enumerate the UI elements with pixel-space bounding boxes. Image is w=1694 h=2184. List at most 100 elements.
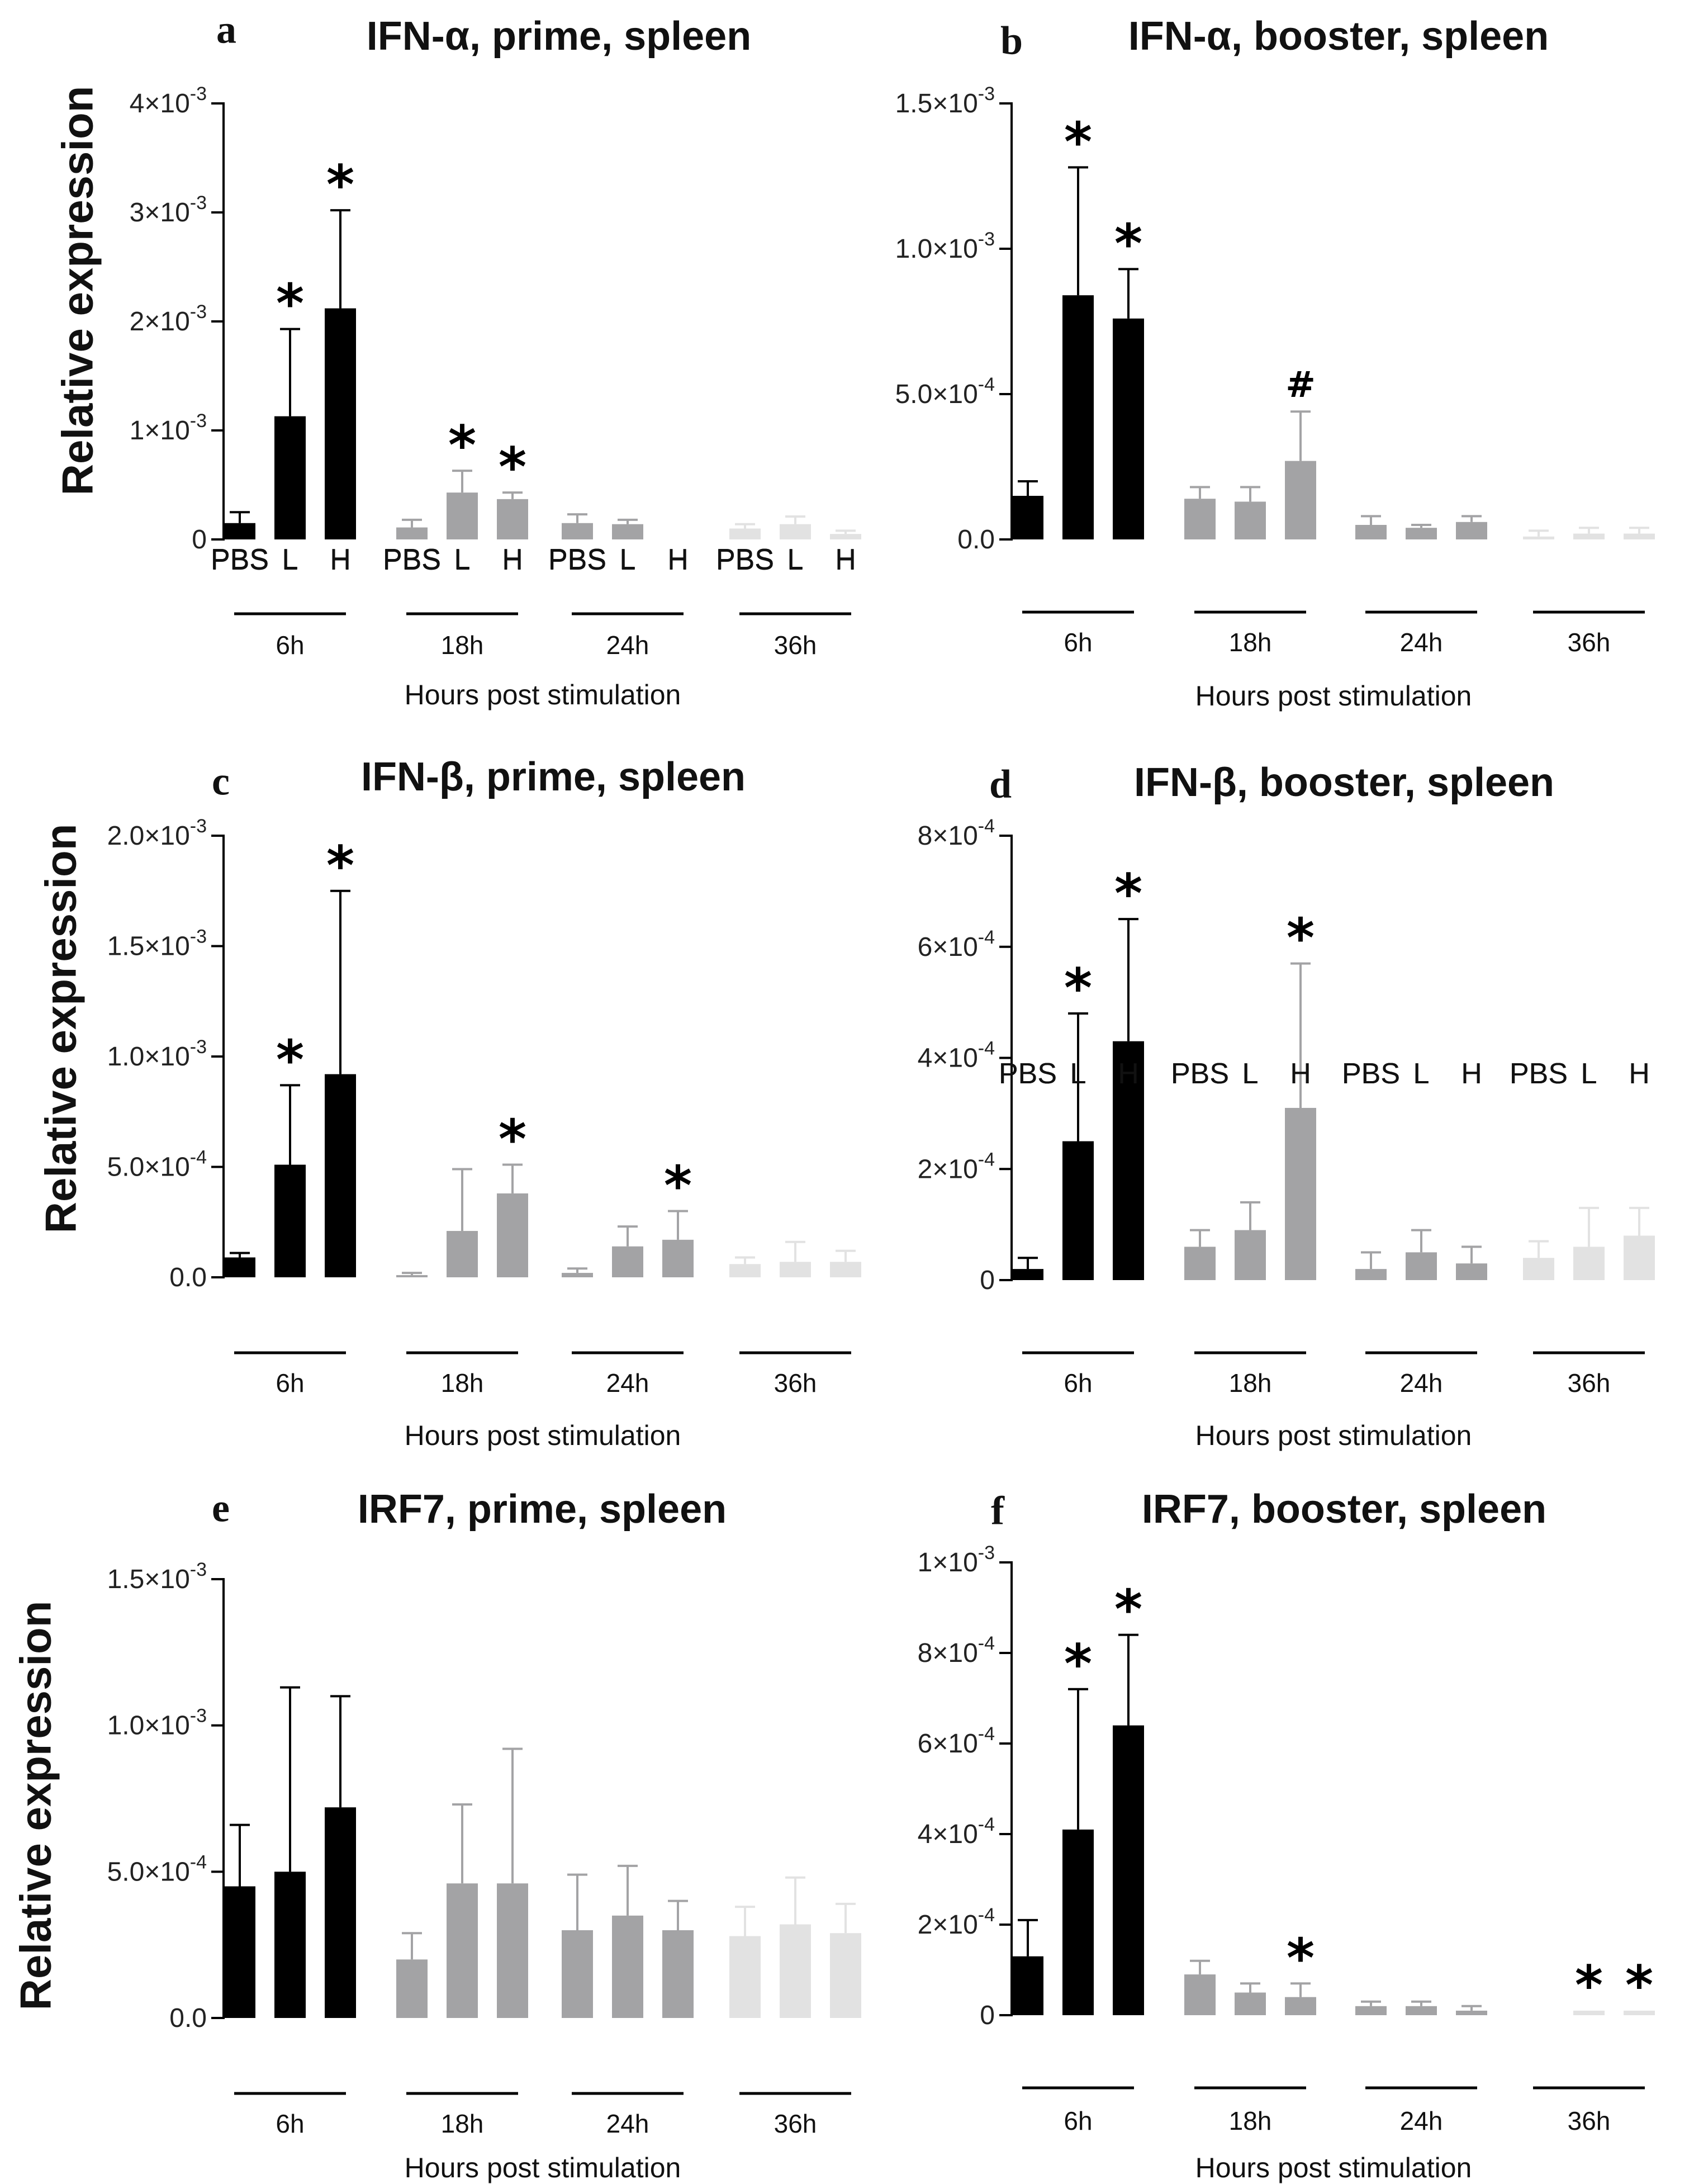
x-axis-title: Hours post stimulation — [1195, 1420, 1472, 1451]
x-tick-label-l: L — [1581, 1058, 1597, 1090]
y-tick-label: 3×10-3 — [130, 192, 207, 228]
bar-18h-l — [1235, 1992, 1266, 2015]
bar-36h-pbs — [729, 1936, 761, 2018]
bar-6h-l — [274, 1164, 306, 1277]
x-tick-label-l: L — [282, 543, 298, 576]
x-tick-label-l: L — [1242, 1058, 1259, 1090]
panel-a: a IFN-α, prime, spleen Relative expression… — [53, 7, 861, 710]
significance-star: * — [1625, 1954, 1653, 2017]
x-axis-title: Hours post stimulation — [405, 2152, 681, 2183]
x-tick-label-h: H — [502, 543, 523, 576]
bar-6h-h — [1113, 318, 1144, 539]
significance-star: * — [326, 154, 354, 216]
bar-6h-h — [1113, 1725, 1144, 2015]
x-tick-label-pbs: PBS — [1342, 1058, 1400, 1090]
x-tick-label-h: H — [835, 543, 856, 576]
x-tick-label-l: L — [1070, 1058, 1086, 1090]
bar-18h-pbs — [1184, 1974, 1216, 2015]
panel-d: d IFN-β, booster, spleen02×10-44×10-46×10… — [918, 760, 1655, 1451]
bar-36h-pbs — [1523, 1258, 1554, 1280]
y-tick-base: 1.0×10 — [895, 234, 978, 264]
x-tick-label-pbs: PBS — [548, 543, 606, 576]
group-label-6h: 6h — [276, 1368, 304, 1397]
group-label-18h: 18h — [441, 2109, 484, 2138]
bar-36h-pbs — [729, 528, 761, 539]
significance-star: * — [499, 436, 526, 499]
panel-c: c IFN-β, prime, spleen Relative expression… — [36, 543, 861, 1451]
panel-e: e IRF7, prime, spleen Relative expression 0… — [11, 543, 861, 2183]
x-tick-label-h: H — [1118, 1058, 1139, 1090]
y-tick-exponent: -4 — [978, 1814, 995, 1835]
y-tick-base: 0 — [192, 525, 207, 555]
bar-24h-h — [1456, 522, 1487, 539]
group-label-24h: 24h — [606, 2109, 649, 2138]
y-tick-label: 1.0×10-3 — [107, 1705, 207, 1741]
y-tick-exponent: -4 — [978, 927, 995, 948]
y-tick-exponent: -4 — [978, 1038, 995, 1059]
bar-6h-pbs — [1012, 1956, 1043, 2015]
x-tick-label-h: H — [1629, 1058, 1650, 1090]
significance-star: * — [1064, 957, 1092, 1020]
x-tick-label-h: H — [1461, 1058, 1482, 1090]
y-tick-label: 1×10-3 — [918, 1542, 995, 1577]
x-tick-label-pbs: PBS — [999, 1058, 1057, 1090]
x-tick-label-h: H — [835, 543, 856, 576]
group-label-6h: 6h — [1064, 2106, 1092, 2135]
bar-18h-h — [1285, 1997, 1316, 2015]
bar-36h-l — [1573, 1247, 1605, 1280]
x-axis-title: Hours post stimulation — [405, 1420, 681, 1451]
significance-star: * — [276, 1029, 304, 1091]
significance-star: * — [1114, 863, 1142, 925]
bar-18h-h — [1285, 1107, 1316, 1280]
x-tick-label-pbs: PBS — [716, 543, 774, 576]
y-tick-base: 0.0 — [169, 2003, 207, 2033]
bar-6h-l — [1062, 295, 1094, 539]
panel-title: IRF7, booster, spleen — [1142, 1487, 1546, 1532]
bar-24h-pbs — [1355, 525, 1387, 539]
y-tick-base: 6×10 — [918, 932, 978, 962]
panel-label: a — [216, 7, 236, 52]
y-tick-exponent: -4 — [978, 1723, 995, 1745]
bar-36h-pbs — [729, 1264, 761, 1277]
x-tick-label-pbs: PBS — [548, 543, 606, 576]
y-tick-label: 0 — [980, 2001, 995, 2030]
y-tick-base: 1.5×10 — [107, 1565, 190, 1594]
x-axis-title: Hours post stimulation — [1195, 680, 1472, 712]
panel-label: f — [991, 1489, 1005, 1533]
y-tick-exponent: -3 — [190, 816, 207, 837]
x-axis-title: Hours post stimulation — [1195, 2152, 1472, 2183]
y-tick-base: 1.5×10 — [895, 89, 978, 119]
panel-title: IRF7, prime, spleen — [358, 1487, 727, 1532]
y-tick-base: 2.0×10 — [107, 821, 190, 851]
y-tick-exponent: -3 — [978, 229, 995, 250]
bar-24h-l — [1406, 2006, 1437, 2015]
x-tick-label-l: L — [787, 543, 804, 576]
bar-6h-pbs — [1012, 496, 1043, 539]
y-tick-exponent: -4 — [190, 1851, 207, 1873]
y-tick-base: 4×10 — [918, 1044, 978, 1073]
bar-36h-h — [830, 1262, 861, 1277]
y-tick-label: 0 — [192, 525, 207, 555]
x-tick-label-l: L — [1242, 1058, 1259, 1090]
y-axis-title: Relative expression — [53, 86, 102, 496]
x-tick-label-h: H — [1629, 1058, 1650, 1090]
y-tick-base: 5.0×10 — [895, 380, 978, 409]
x-tick-label-h: H — [667, 543, 689, 576]
bar-24h-h — [1456, 2010, 1487, 2015]
y-tick-base: 2×10 — [130, 307, 190, 337]
x-tick-label-h: H — [835, 544, 856, 576]
significance-star: * — [664, 1155, 692, 1217]
panel-label: e — [212, 1486, 230, 1531]
y-tick-label: 4×10-3 — [130, 83, 207, 119]
bar-24h-pbs — [562, 1930, 593, 2018]
group-label-6h: 6h — [1064, 628, 1092, 657]
y-tick-base: 4×10 — [918, 1820, 978, 1849]
x-tick-label-l: L — [620, 543, 636, 576]
x-tick-label-l: L — [1413, 1058, 1430, 1090]
bar-18h-l — [1235, 501, 1266, 539]
y-tick-exponent: -3 — [978, 1542, 995, 1564]
x-tick-label-l: L — [787, 544, 804, 576]
bar-24h-pbs — [562, 523, 593, 539]
x-tick-label-pbs: PBS — [716, 543, 774, 576]
